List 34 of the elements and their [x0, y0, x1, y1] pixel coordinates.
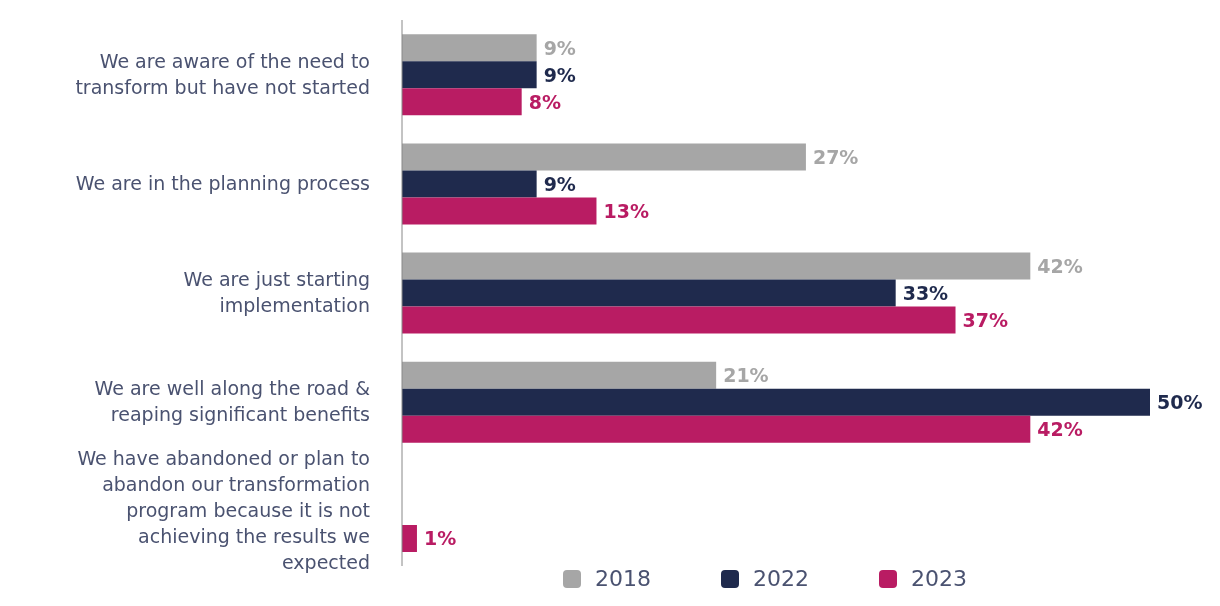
data-label: 9% [543, 63, 576, 86]
data-label: 27% [812, 145, 859, 168]
y-tick-label: We are aware of the need to transform but have not started [75, 49, 370, 98]
data-label: 9% [543, 36, 576, 59]
data-label: 21% [723, 364, 769, 387]
data-label: 42% [1037, 255, 1083, 278]
bar [402, 388, 1150, 416]
y-tick-label: We are just starting implementation [183, 267, 370, 316]
y-tick-label: We are well along the road & reaping significant benefits [94, 376, 371, 425]
legend-label: 2022 [753, 566, 809, 591]
bar [402, 61, 537, 89]
legend-label: 2023 [911, 566, 967, 591]
y-tick-label: We have abandoned or plan to abandon our transformation program because it is not achieving the results we expected [77, 446, 370, 573]
bar [402, 306, 956, 334]
bar [402, 415, 1031, 443]
bar [402, 252, 1031, 280]
bar [402, 34, 537, 62]
bar [402, 279, 896, 307]
y-tick-label: We are in the planning process [75, 171, 370, 194]
bar [402, 143, 806, 171]
bar [402, 361, 717, 389]
data-label: 1% [423, 527, 457, 550]
data-label: 50% [1157, 391, 1203, 414]
data-label: 42% [1037, 418, 1083, 441]
bar [402, 88, 522, 116]
bar [402, 525, 417, 552]
legend-label: 2018 [595, 566, 651, 591]
data-label: 37% [962, 309, 1008, 332]
data-label: 9% [543, 172, 576, 195]
data-label: 8% [528, 90, 561, 113]
bar [402, 170, 537, 198]
data-label: 13% [603, 199, 649, 222]
bar [402, 197, 597, 225]
data-label: 33% [902, 282, 949, 305]
